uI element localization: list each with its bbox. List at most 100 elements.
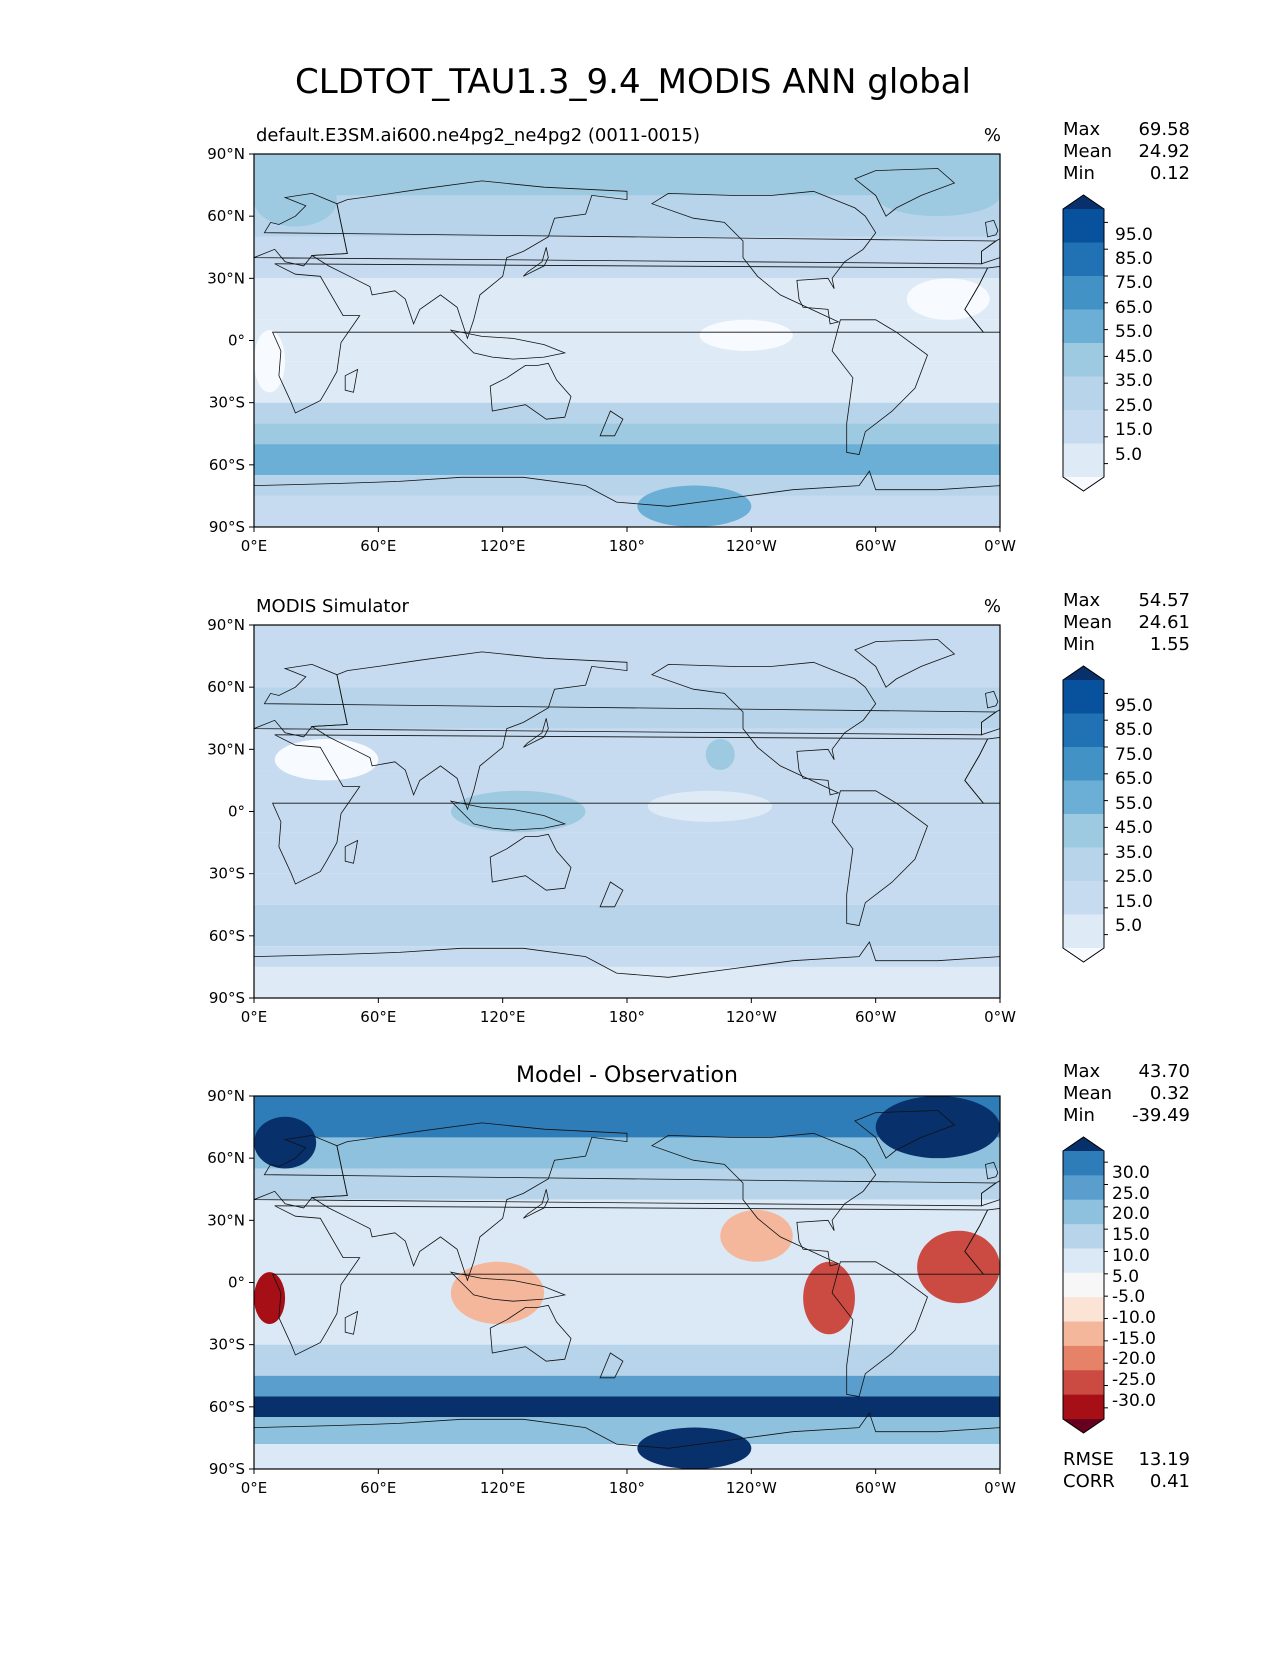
colorbar-extend-bottom (1063, 477, 1104, 491)
lat-tick-label: 60°S (209, 1398, 245, 1416)
coastline-newzealand (599, 1352, 624, 1379)
colorbar-segment (1063, 1321, 1104, 1347)
diff-map (254, 1096, 1000, 1469)
diff-rmse-value: 13.19 (1138, 1449, 1190, 1470)
ref-stat-mean-value: 24.61 (1138, 612, 1190, 633)
diff-stat-max-label: Max (1063, 1061, 1101, 1082)
colorbar-segment (1063, 847, 1104, 882)
coastline-s_america (831, 790, 928, 926)
coastline-indonesia (449, 1271, 567, 1302)
colorbar-extend-top (1063, 666, 1104, 680)
colorbar-segment (1063, 309, 1104, 344)
contour-band (254, 361, 1000, 403)
contour-band (254, 236, 1000, 279)
lat-tick-label: 60°N (207, 1149, 245, 1167)
diff-cbar-label: 15.0 (1112, 1225, 1150, 1245)
colorbar-segment (1063, 1175, 1104, 1201)
coastline-uk (985, 690, 999, 709)
coastline-asia (310, 651, 628, 811)
coastline-greenland (854, 639, 956, 688)
lat-tick-label: 90°S (209, 518, 245, 536)
coastline-n_america (650, 1132, 877, 1267)
ref-colorbar (1062, 665, 1108, 963)
colorbar-segment (1063, 680, 1104, 714)
diff-cbar-label: -25.0 (1112, 1370, 1156, 1390)
test-colorbar (1062, 194, 1108, 492)
ref-stat-mean-label: Mean (1063, 612, 1112, 633)
ref-cbar-label: 5.0 (1115, 916, 1142, 936)
lat-tick-label: 30°S (209, 394, 245, 412)
coastline-australia (489, 833, 572, 891)
panel-ref: MODIS Simulator % 90°N 60°N 30°N 0° 30°S 60°S… (207, 590, 1190, 1026)
contour-band (254, 1444, 1000, 1469)
diff-cbar-label: 20.0 (1112, 1204, 1150, 1224)
lat-tick-label: 30°N (207, 740, 245, 758)
diff-stat-min-value: -39.49 (1132, 1105, 1190, 1126)
ref-map (254, 625, 1000, 998)
diff-cbar-label: -30.0 (1112, 1391, 1156, 1411)
contour-feature (450, 1261, 545, 1324)
test-cbar-label: 75.0 (1115, 273, 1153, 293)
ref-cbar-label: 85.0 (1115, 720, 1153, 740)
lon-tick-label: 0°E (241, 537, 268, 555)
colorbar-segment (1063, 914, 1104, 949)
contour-feature (647, 790, 773, 822)
coastline-greenland (854, 168, 956, 217)
test-cbar-label: 25.0 (1115, 396, 1153, 416)
panel-test-units: % (984, 125, 1001, 146)
coastline-asia (310, 180, 628, 340)
lon-tick-label: 60°W (855, 537, 897, 555)
diff-stat-mean-value: 0.32 (1150, 1083, 1190, 1104)
lon-tick-label: 180° (609, 1479, 645, 1497)
contour-band (254, 444, 1000, 476)
coastline-australia (489, 362, 572, 420)
contour-band (254, 1199, 1000, 1345)
colorbar-segment (1063, 343, 1104, 377)
lat-tick-label: 30°S (209, 1336, 245, 1354)
lat-tick-label: 0° (228, 803, 245, 821)
colorbar-segment (1063, 276, 1104, 310)
panel-ref-units: % (984, 596, 1001, 617)
test-cbar-label: 65.0 (1115, 298, 1153, 318)
coastline-indonesia (449, 329, 567, 360)
contour-band (254, 154, 1000, 196)
test-stat-min-value: 0.12 (1150, 163, 1190, 184)
test-cbar-label: 45.0 (1115, 347, 1153, 367)
coastline-australia (489, 1304, 572, 1362)
test-map (254, 154, 1000, 527)
coastline-japan (523, 718, 549, 748)
test-cbar-label: 95.0 (1115, 225, 1153, 245)
contour-band (254, 873, 1000, 905)
colorbar-segment (1063, 1151, 1104, 1176)
coastline-madagascar (344, 839, 359, 864)
colorbar-outline (1062, 194, 1105, 492)
diff-colorbar (1062, 1136, 1108, 1434)
lat-tick-label: 60°N (207, 678, 245, 696)
contour-feature (917, 1230, 1000, 1304)
test-stat-mean-value: 24.92 (1138, 141, 1190, 162)
coastline-indonesia (449, 800, 567, 831)
lon-tick-label: 120°E (480, 537, 526, 555)
colorbar-segment (1063, 1394, 1104, 1420)
lon-tick-label: 60°E (360, 537, 396, 555)
colorbar-extend-bottom (1063, 1419, 1104, 1433)
contour-band (254, 1417, 1000, 1445)
contour-band (254, 1344, 1000, 1376)
coastline-greenland (854, 1110, 956, 1159)
lon-tick-label: 120°W (726, 1479, 777, 1497)
test-stat-max-label: Max (1063, 119, 1101, 140)
lat-tick-label: 30°S (209, 865, 245, 883)
coastline-antarctica (254, 470, 1000, 527)
ref-cbar-label: 65.0 (1115, 769, 1153, 789)
diff-cbar-label: -5.0 (1112, 1287, 1145, 1307)
lon-tick-label: 120°E (480, 1479, 526, 1497)
diff-map-axes: 90°N 60°N 30°N 0° 30°S 60°S 90°S0°E 60°E 120°E 18… (207, 1087, 1016, 1497)
contour-feature (450, 790, 586, 833)
contour-band (254, 904, 1000, 947)
lon-tick-label: 60°W (855, 1008, 897, 1026)
lat-tick-label: 90°S (209, 989, 245, 1007)
lat-tick-label: 60°S (209, 927, 245, 945)
lat-tick-label: 90°S (209, 1460, 245, 1478)
contour-feature (699, 319, 793, 351)
